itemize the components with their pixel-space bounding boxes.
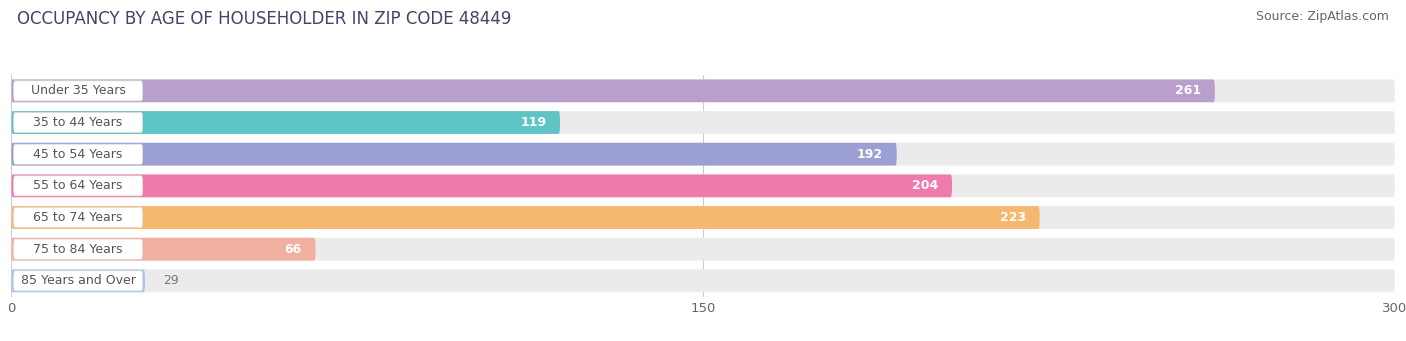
FancyBboxPatch shape bbox=[11, 79, 1395, 102]
FancyBboxPatch shape bbox=[14, 239, 142, 259]
FancyBboxPatch shape bbox=[11, 206, 1395, 229]
FancyBboxPatch shape bbox=[14, 271, 142, 291]
FancyBboxPatch shape bbox=[11, 143, 1395, 166]
Text: OCCUPANCY BY AGE OF HOUSEHOLDER IN ZIP CODE 48449: OCCUPANCY BY AGE OF HOUSEHOLDER IN ZIP C… bbox=[17, 10, 512, 28]
Text: 119: 119 bbox=[520, 116, 546, 129]
Text: 85 Years and Over: 85 Years and Over bbox=[21, 275, 135, 287]
Text: 65 to 74 Years: 65 to 74 Years bbox=[34, 211, 122, 224]
FancyBboxPatch shape bbox=[11, 175, 1395, 197]
Text: 75 to 84 Years: 75 to 84 Years bbox=[34, 243, 122, 256]
FancyBboxPatch shape bbox=[11, 269, 145, 292]
Text: 192: 192 bbox=[856, 148, 883, 161]
FancyBboxPatch shape bbox=[11, 79, 1215, 102]
Text: 29: 29 bbox=[163, 275, 179, 287]
Text: 261: 261 bbox=[1175, 84, 1201, 97]
Text: 66: 66 bbox=[284, 243, 302, 256]
Text: 55 to 64 Years: 55 to 64 Years bbox=[34, 179, 122, 192]
Text: 35 to 44 Years: 35 to 44 Years bbox=[34, 116, 122, 129]
FancyBboxPatch shape bbox=[14, 81, 142, 101]
FancyBboxPatch shape bbox=[14, 113, 142, 133]
Text: 45 to 54 Years: 45 to 54 Years bbox=[34, 148, 122, 161]
Text: 204: 204 bbox=[912, 179, 938, 192]
FancyBboxPatch shape bbox=[11, 206, 1039, 229]
FancyBboxPatch shape bbox=[11, 111, 1395, 134]
FancyBboxPatch shape bbox=[11, 111, 560, 134]
FancyBboxPatch shape bbox=[11, 238, 315, 261]
Text: 223: 223 bbox=[1000, 211, 1026, 224]
FancyBboxPatch shape bbox=[14, 207, 142, 227]
FancyBboxPatch shape bbox=[11, 238, 1395, 261]
FancyBboxPatch shape bbox=[14, 176, 142, 196]
FancyBboxPatch shape bbox=[11, 175, 952, 197]
Text: Under 35 Years: Under 35 Years bbox=[31, 84, 125, 97]
FancyBboxPatch shape bbox=[11, 143, 897, 166]
FancyBboxPatch shape bbox=[11, 269, 1395, 292]
FancyBboxPatch shape bbox=[14, 144, 142, 164]
Text: Source: ZipAtlas.com: Source: ZipAtlas.com bbox=[1256, 10, 1389, 23]
